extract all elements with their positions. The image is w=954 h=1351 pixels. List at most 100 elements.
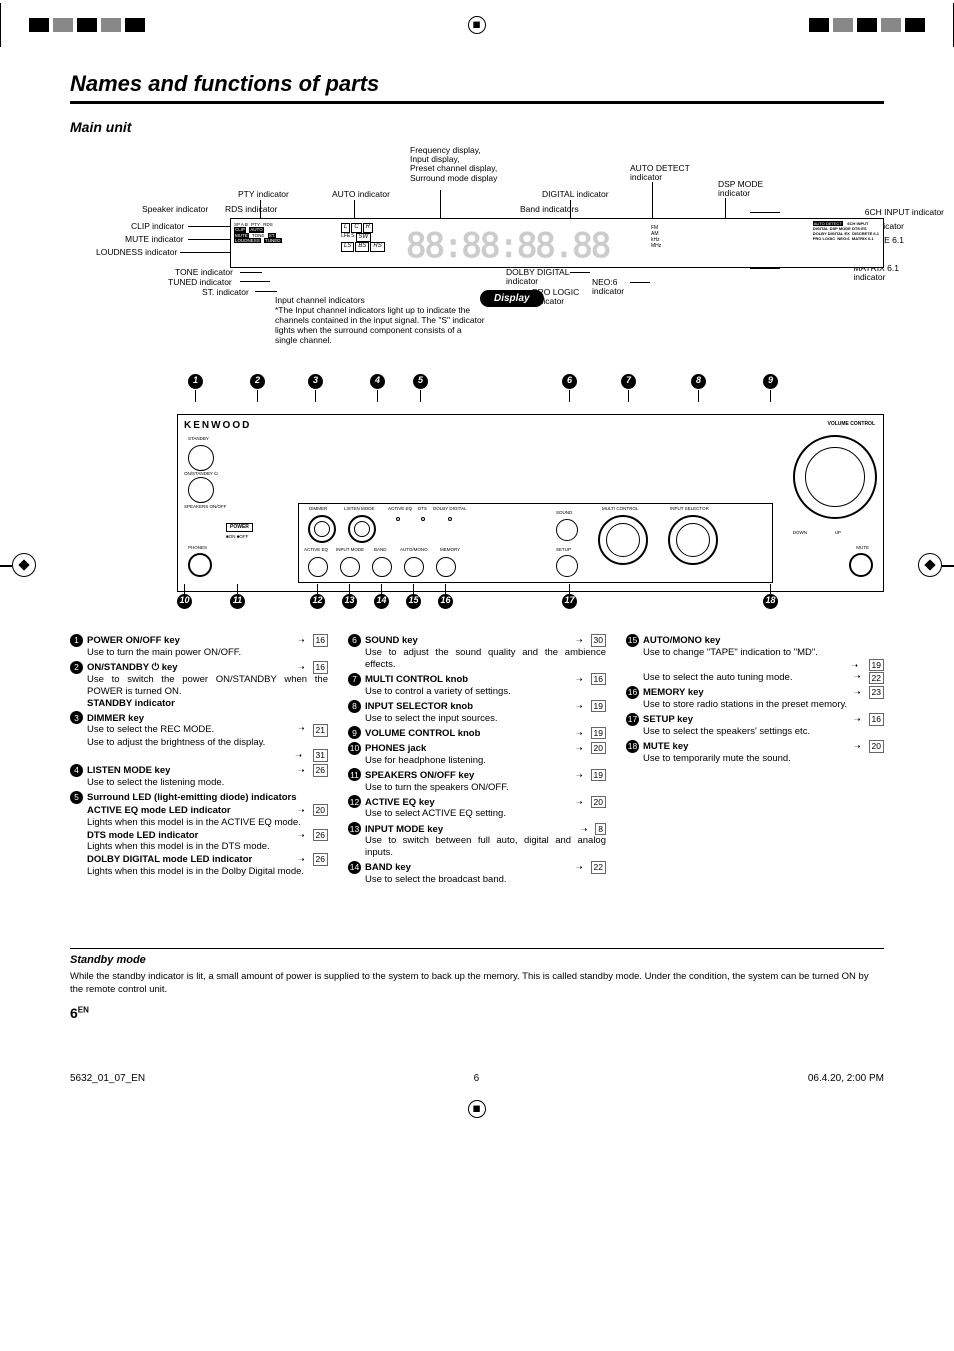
title-11: SPEAKERS ON/OFF key [365, 770, 576, 782]
pgref-5a: 20 [313, 804, 328, 817]
page-num-value: 6 [70, 1005, 78, 1021]
label-dolby: DOLBY DIGITAL indicator [506, 268, 569, 287]
top-crop-bar: ◆ [0, 0, 954, 50]
up-label: UP [835, 531, 841, 536]
pgref-18: 20 [869, 740, 884, 753]
desc-13: Use to switch between full auto, digital… [365, 835, 606, 859]
on-standby-label: ON/STANDBY ⏻ [184, 472, 218, 477]
title-9: VOLUME CONTROL knob [365, 728, 576, 740]
led-dts [421, 517, 425, 521]
pgref-1: 16 [313, 634, 328, 647]
title-2: ON/STANDBY ⏻ key [87, 662, 298, 674]
col-1: 1 POWER ON/OFF key ➝ 16 Use to turn the … [70, 634, 328, 888]
footer-right: 06.4.20, 2:00 PM [808, 1072, 884, 1085]
input-channel-note: *The Input channel indicators light up t… [275, 305, 485, 346]
sound-btn [556, 519, 578, 541]
marker-6: 6 [562, 374, 577, 389]
footer-center: 6 [474, 1072, 480, 1085]
mute-btn [849, 553, 873, 577]
dp-left-indicators: SP A B PTY RDS CLIP AUTO MUTE TONE ST. L… [234, 222, 284, 244]
page-number: 6EN [70, 1004, 884, 1022]
on-off-label: ■ON ■OFF [226, 535, 248, 540]
registration-target-left [12, 553, 36, 577]
label-auto-detect: AUTO DETECT indicator [630, 164, 690, 183]
pgref-7: 16 [591, 673, 606, 686]
num-5: 5 [70, 791, 83, 804]
speakers-btn [188, 477, 214, 503]
inputmode-btn [340, 557, 360, 577]
dp-right-indicators: AUTO DETECT 6CH INPUT DIGITAL DSP MODE D… [813, 221, 879, 242]
marker-10: 10 [177, 594, 192, 609]
num-15: 15 [626, 634, 639, 647]
led-aeq [396, 517, 400, 521]
num-16: 16 [626, 686, 639, 699]
top-markers: 1 2 3 4 5 6 7 8 9 [70, 374, 884, 394]
marker-9: 9 [763, 374, 778, 389]
desc-4: Use to select the listening mode. [87, 777, 328, 789]
listen-label: LISTEN MODE [344, 507, 375, 512]
marker-7: 7 [621, 374, 636, 389]
desc-11: Use to turn the speakers ON/OFF. [365, 782, 606, 794]
pgref-9: 19 [591, 727, 606, 740]
automono-label: AUTO/MONO [400, 548, 428, 553]
num-1: 1 [70, 634, 83, 647]
pgref-5c: 26 [313, 853, 328, 866]
num-13: 13 [348, 822, 361, 835]
standby-label: STANDBY [188, 437, 209, 442]
display-panel: SP A B PTY RDS CLIP AUTO MUTE TONE ST. L… [230, 218, 884, 268]
registration-target-bottom: ◆ [468, 1100, 486, 1118]
label-rds: RDS indicator [225, 205, 277, 214]
title-18: MUTE key [643, 741, 854, 753]
pgref-17: 16 [869, 713, 884, 726]
footer-left: 5632_01_07_EN [70, 1072, 145, 1085]
num-8: 8 [348, 700, 361, 713]
crop-bar-left [0, 565, 12, 567]
desc-15a: Use to change "TAPE" indication to "MD". [643, 647, 884, 659]
desc-18: Use to temporarily mute the sound. [643, 753, 884, 765]
num-10: 10 [348, 742, 361, 755]
pgref-15a: 19 [869, 659, 884, 672]
desc-12: Use to select ACTIVE EQ setting. [365, 808, 606, 820]
title-8: INPUT SELECTOR knob [365, 701, 576, 713]
setup-label: SETUP [556, 548, 571, 553]
power-box: POWER [226, 523, 253, 533]
pgref-13: 8 [595, 823, 606, 836]
label-loudness: LOUDNESS indicator [96, 248, 177, 257]
marker-17: 17 [562, 594, 577, 609]
desc-7: Use to control a variety of settings. [365, 686, 606, 698]
bottom-markers: 10 11 12 13 14 15 16 17 18 [70, 594, 884, 614]
down-label: DOWN [793, 531, 807, 536]
dts-label: DTS [418, 507, 427, 512]
volume-label: VOLUME CONTROL [828, 421, 876, 428]
multi-control-knob [598, 515, 648, 565]
num-18: 18 [626, 740, 639, 753]
col-2: 6 SOUND key ➝ 30 Use to adjust the sound… [348, 634, 606, 888]
aeq-label: ACTIVE EQ [388, 507, 412, 512]
label-clip: CLIP indicator [131, 222, 184, 231]
num-3: 3 [70, 711, 83, 724]
arrow-icon: ➝ [298, 636, 305, 646]
standby-body: While the standby indicator is lit, a sm… [70, 971, 884, 996]
description-columns: 1 POWER ON/OFF key ➝ 16 Use to turn the … [70, 634, 884, 888]
pgref-10: 20 [591, 742, 606, 755]
col-3: 15 AUTO/MONO key Use to change "TAPE" in… [626, 634, 884, 888]
desc-2: Use to switch the power ON/STANDBY when … [87, 674, 328, 698]
pgref-4: 26 [313, 764, 328, 777]
phones-jack [188, 553, 212, 577]
title-4: LISTEN MODE key [87, 765, 298, 777]
title-1: POWER ON/OFF key [87, 635, 298, 647]
desc-3a: Use to select the REC MODE. [87, 724, 298, 737]
on-standby-btn [188, 445, 214, 471]
inputmode-label: INPUT MODE [336, 548, 364, 553]
marker-13: 13 [342, 594, 357, 609]
desc-1: Use to turn the main power ON/OFF. [87, 647, 328, 659]
marker-4: 4 [370, 374, 385, 389]
desc-10: Use for headphone listening. [365, 755, 606, 767]
num-2: 2 [70, 661, 83, 674]
label-mute: MUTE indicator [125, 235, 184, 244]
desc-8: Use to select the input sources. [365, 713, 606, 725]
dp-band-ind: FMAMkHzMHz [651, 225, 661, 249]
label-digital: DIGITAL indicator [542, 190, 609, 199]
label-tuned: TUNED indicator [168, 278, 232, 287]
desc-17: Use to select the speakers' settings etc… [643, 726, 884, 738]
